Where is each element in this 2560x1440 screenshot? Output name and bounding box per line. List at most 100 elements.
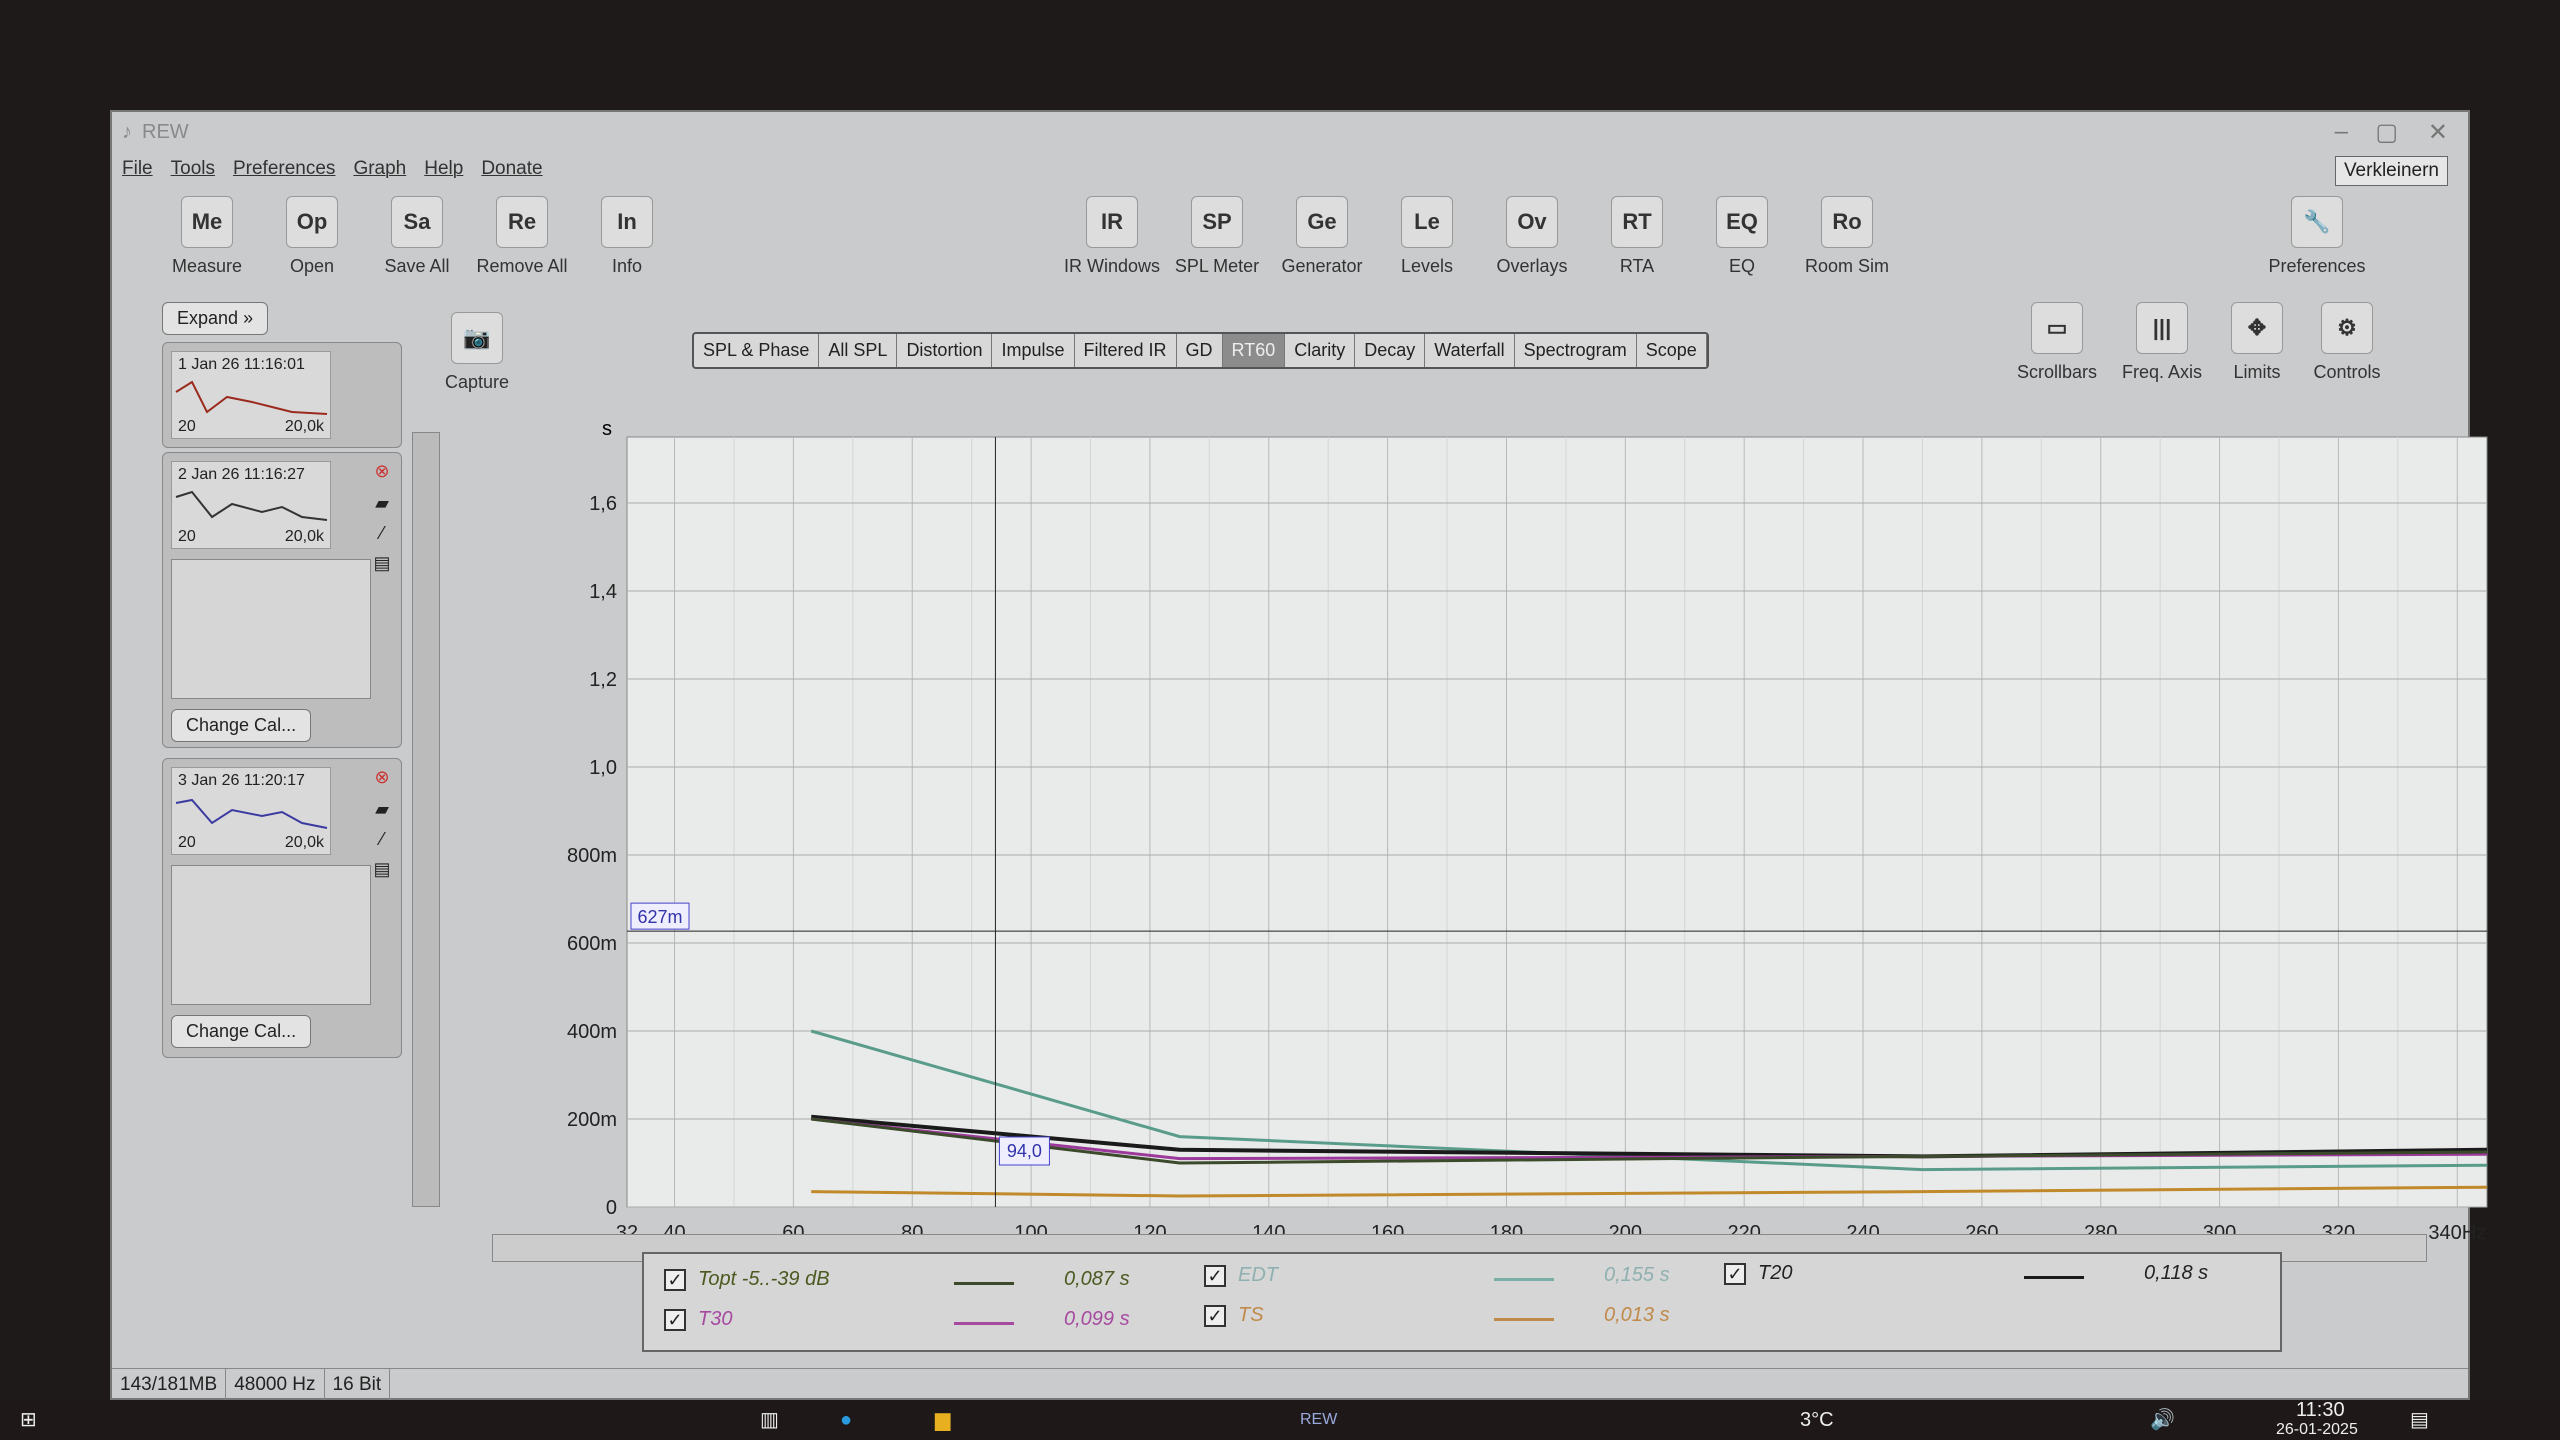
notifications-icon[interactable]: ▤ [2410,1409,2429,1431]
save-measurement-icon[interactable]: ▰ [375,799,389,819]
app-icon: ♪ [122,120,132,143]
capture-button[interactable]: 📷 Capture [422,312,532,393]
y-tick-label: 600m [567,933,617,955]
toolbar-label: Save All [384,256,450,276]
change-cal-button[interactable]: Change Cal... [171,1015,312,1048]
edge-icon[interactable]: ● [840,1409,853,1431]
tab-distortion[interactable]: Distortion [897,334,993,367]
notes-icon[interactable]: ▤ [373,553,391,573]
legend-checkbox[interactable]: ✓ [1724,1262,1746,1285]
notes-icon[interactable]: ▤ [373,859,391,879]
title-bar: ♪ REW – ▢ ✕ [112,112,2468,152]
save-all-button[interactable]: Sa Save All [362,196,472,277]
measurement-notes[interactable] [171,559,371,699]
change-cal-button[interactable]: Change Cal... [171,709,312,742]
wrench-icon: 🔧 [2291,196,2343,248]
y-tick-label: 1,4 [589,581,617,603]
scrollbars-button[interactable]: ▭ Scrollbars [2002,302,2112,383]
minimize-button[interactable]: – [2334,118,2348,145]
close-button[interactable]: ✕ [2427,119,2448,146]
eq-button[interactable]: EQ EQ [1687,196,1797,277]
legend-swatch [1494,1278,1554,1281]
scrollbars-icon: ▭ [2031,302,2083,354]
measurement-thumbnail[interactable]: 2 Jan 26 11:16:27 20 20,0k [171,461,331,549]
room-sim-button[interactable]: Ro Room Sim [1792,196,1902,277]
menu-graph[interactable]: Graph [353,158,407,179]
tab-clarity[interactable]: Clarity [1285,334,1356,367]
rew-taskbar-button[interactable]: REW [1300,1411,1338,1428]
remove-measurement-icon[interactable]: ⊗ [374,767,390,787]
legend-checkbox[interactable]: ✓ [664,1308,686,1331]
menu-preferences[interactable]: Preferences [232,158,336,179]
legend-checkbox[interactable]: ✓ [1204,1264,1226,1287]
tab-scope[interactable]: Scope [1637,334,1707,367]
vertical-scrollbar[interactable] [412,432,440,1207]
gear-icon: ⚙ [2321,302,2373,354]
measurement-2[interactable]: 2 Jan 26 11:16:27 20 20,0k ⊗ ▰ ⁄ ▤ Change … [162,452,402,748]
trace-color-icon[interactable]: ⁄ [380,829,384,849]
weather[interactable]: 3°C [1800,1409,1834,1431]
expand-button[interactable]: Expand » [162,302,269,335]
y-axis-label: s [602,418,612,440]
toolbar-label: Measure [171,256,243,276]
remove-all-icon: Re [496,196,548,248]
tab-impulse[interactable]: Impulse [992,334,1075,367]
measurement-thumbnail[interactable]: 3 Jan 26 11:20:17 20 20,0k [171,767,331,855]
measurement-thumbnail[interactable]: 1 Jan 26 11:16:01 20 20,0k [171,351,331,439]
tab-filtered-ir[interactable]: Filtered IR [1075,334,1177,367]
levels-button[interactable]: Le Levels [1372,196,1482,277]
start-icon[interactable]: ⊞ [20,1409,37,1431]
legend-panel: ✓ Topt -5..-39 dB 0,087 s ✓ EDT 0,155 s ✓ T20 0,… [642,1252,2282,1352]
tab-spl-phase[interactable]: SPL & Phase [694,334,820,367]
open-button[interactable]: Op Open [257,196,367,277]
tab-rt60[interactable]: RT60 [1222,334,1286,367]
y-tick-label: 200m [567,1109,617,1131]
tab-spectrogram[interactable]: Spectrogram [1515,334,1637,367]
menu-file[interactable]: File [122,158,153,179]
clock-date[interactable]: 26-01-2025 [2276,1421,2358,1438]
maximize-button[interactable]: ▢ [2375,119,2398,146]
rta-button[interactable]: RT RTA [1582,196,1692,277]
freq-axis-button[interactable]: ||| Freq. Axis [2107,302,2217,383]
measure-button[interactable]: Me Measure [152,196,262,277]
spl-meter-button[interactable]: SP SPL Meter [1162,196,1272,277]
x-tick-label: 340Hz [2428,1222,2486,1244]
measurement-name: 2 Jan 26 11:16:27 [178,466,305,483]
measurement-notes[interactable] [171,865,371,1005]
menu-help[interactable]: Help [424,158,464,179]
volume-icon[interactable]: 🔊 [2150,1409,2175,1431]
legend-label: T30 [698,1308,733,1330]
menu-donate[interactable]: Donate [481,158,543,179]
explorer-icon[interactable]: ▆ [935,1409,951,1431]
tab-decay[interactable]: Decay [1355,334,1426,367]
trace-color-icon[interactable]: ⁄ [380,523,384,543]
preferences-button[interactable]: 🔧 Preferences [2262,196,2372,277]
legend-checkbox[interactable]: ✓ [1204,1304,1226,1327]
ir-windows-icon: IR [1086,196,1138,248]
toolbar-label: RTA [1619,256,1655,276]
legend-label: T20 [1758,1262,1793,1284]
toolbar-label: Info [611,256,643,276]
info-button[interactable]: In Info [572,196,682,277]
tab-gd[interactable]: GD [1177,334,1223,367]
measurement-1[interactable]: 1 Jan 26 11:16:01 20 20,0k [162,342,402,448]
toolbar-label: SPL Meter [1174,256,1260,276]
remove-all-button[interactable]: Re Remove All [467,196,577,277]
cursor-x-label: 94,0 [1007,1141,1042,1161]
legend-checkbox[interactable]: ✓ [664,1268,686,1291]
overlays-button[interactable]: Ov Overlays [1477,196,1587,277]
ir-windows-button[interactable]: IR IR Windows [1057,196,1167,277]
tab-all-spl[interactable]: All SPL [819,334,898,367]
task-view-icon[interactable]: ▥ [760,1409,779,1431]
legend-item: ✓ TS 0,013 s [1204,1304,1670,1327]
controls-button[interactable]: ⚙ Controls [2292,302,2402,383]
tab-waterfall[interactable]: Waterfall [1425,334,1515,367]
generator-button[interactable]: Ge Generator [1267,196,1377,277]
remove-measurement-icon[interactable]: ⊗ [374,461,390,481]
limits-button[interactable]: ✥ Limits [2202,302,2312,383]
measurement-3[interactable]: 3 Jan 26 11:20:17 20 20,0k ⊗ ▰ ⁄ ▤ Change … [162,758,402,1058]
save-measurement-icon[interactable]: ▰ [375,493,389,513]
menu-tools[interactable]: Tools [170,158,215,179]
clock-time[interactable]: 11:30 [2296,1399,2345,1421]
